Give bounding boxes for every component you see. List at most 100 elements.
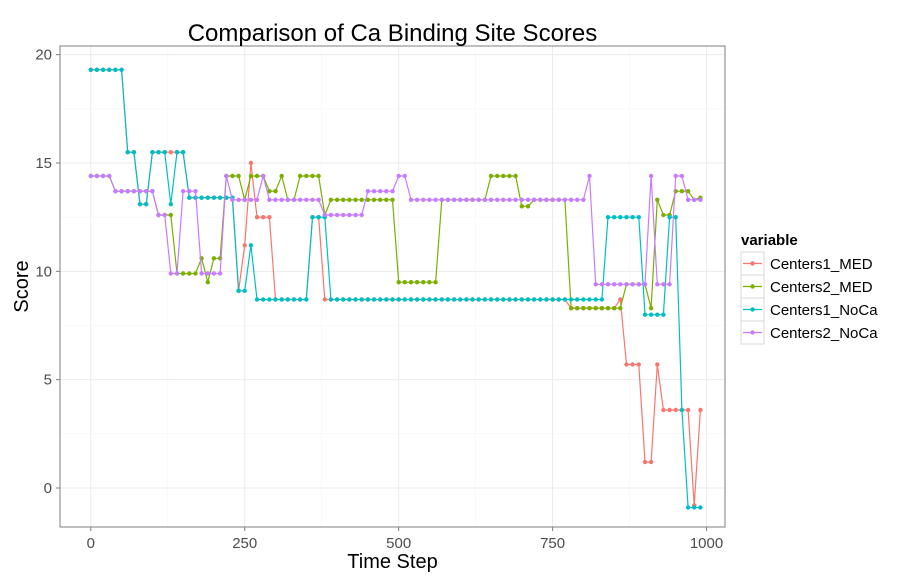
data-point bbox=[495, 197, 500, 202]
x-axis-title: Time Step bbox=[347, 551, 437, 573]
data-point bbox=[673, 407, 678, 413]
data-point bbox=[236, 288, 241, 293]
data-point bbox=[618, 306, 623, 311]
data-point bbox=[642, 282, 648, 287]
data-point bbox=[458, 197, 463, 202]
data-point bbox=[322, 212, 327, 218]
data-point bbox=[384, 197, 389, 202]
data-point bbox=[113, 189, 118, 194]
data-point bbox=[267, 197, 272, 202]
data-point bbox=[636, 362, 641, 367]
data-point bbox=[107, 173, 112, 179]
data-point bbox=[217, 195, 223, 200]
data-point bbox=[248, 197, 254, 202]
data-point bbox=[550, 197, 555, 202]
data-point bbox=[359, 297, 364, 302]
data-point bbox=[501, 197, 506, 202]
data-point bbox=[507, 173, 512, 179]
data-point bbox=[261, 215, 266, 220]
data-point bbox=[390, 197, 395, 202]
legend-item: Centers1_MED bbox=[740, 251, 873, 276]
data-point bbox=[107, 67, 112, 73]
data-point bbox=[150, 150, 155, 155]
data-point bbox=[88, 67, 94, 73]
data-point bbox=[581, 297, 586, 302]
data-point bbox=[464, 197, 469, 202]
data-point bbox=[261, 297, 266, 302]
x-tick-label: 750 bbox=[540, 535, 565, 552]
data-point bbox=[476, 297, 481, 302]
data-point bbox=[236, 197, 241, 202]
data-point bbox=[273, 297, 278, 302]
data-point bbox=[605, 215, 611, 220]
data-point bbox=[328, 297, 334, 302]
data-point bbox=[698, 505, 703, 510]
data-point bbox=[575, 297, 580, 302]
data-point bbox=[211, 256, 217, 261]
data-point bbox=[359, 212, 364, 218]
data-point bbox=[612, 306, 617, 311]
data-point bbox=[291, 297, 297, 302]
data-point bbox=[550, 297, 555, 302]
data-point bbox=[470, 297, 475, 302]
data-point bbox=[507, 297, 512, 302]
data-point bbox=[427, 280, 432, 285]
data-point bbox=[525, 197, 531, 202]
data-point bbox=[636, 282, 641, 287]
data-point bbox=[168, 212, 173, 218]
legend-title: variable bbox=[741, 232, 798, 249]
data-point bbox=[408, 297, 414, 302]
data-point bbox=[575, 306, 580, 311]
data-point bbox=[242, 243, 247, 248]
data-point bbox=[131, 150, 137, 155]
data-point bbox=[365, 197, 371, 202]
data-point bbox=[414, 280, 420, 285]
y-axis-title: Score bbox=[11, 260, 33, 312]
data-point bbox=[119, 67, 124, 73]
data-point bbox=[131, 189, 137, 194]
data-point bbox=[679, 173, 685, 179]
data-point bbox=[667, 407, 672, 413]
data-point bbox=[642, 459, 648, 465]
data-point bbox=[304, 297, 309, 302]
data-point bbox=[211, 195, 217, 200]
data-point bbox=[562, 297, 568, 302]
data-point bbox=[464, 297, 469, 302]
data-point bbox=[261, 173, 266, 179]
data-point bbox=[322, 297, 327, 302]
series-layer bbox=[88, 67, 703, 510]
data-point bbox=[451, 297, 457, 302]
data-point bbox=[359, 197, 364, 202]
data-point bbox=[642, 312, 648, 317]
data-point bbox=[365, 189, 371, 194]
data-point bbox=[685, 407, 691, 413]
data-point bbox=[230, 197, 235, 202]
panel-border bbox=[59, 45, 726, 528]
data-point bbox=[421, 297, 426, 302]
data-point bbox=[396, 280, 401, 285]
data-point bbox=[408, 280, 414, 285]
data-point bbox=[661, 282, 666, 287]
legend-label: Centers2_MED bbox=[770, 279, 873, 296]
data-point bbox=[525, 297, 531, 302]
data-point bbox=[267, 297, 272, 302]
data-point bbox=[612, 215, 617, 220]
data-point bbox=[144, 202, 149, 207]
x-tick-label: 1000 bbox=[690, 535, 723, 552]
legend-items: Centers1_MED Centers2_MED Centers1_NoCa Cen… bbox=[740, 251, 878, 345]
data-point bbox=[507, 197, 512, 202]
data-point bbox=[180, 189, 186, 194]
data-point bbox=[310, 197, 315, 202]
data-point bbox=[341, 197, 346, 202]
data-point bbox=[168, 150, 173, 155]
legend-label: Centers1_NoCa bbox=[770, 302, 878, 319]
data-point bbox=[692, 197, 697, 202]
x-tick-label: 500 bbox=[386, 535, 411, 552]
data-point bbox=[347, 197, 352, 202]
data-point bbox=[125, 189, 130, 194]
data-point bbox=[150, 189, 155, 194]
data-point bbox=[316, 197, 321, 202]
data-point bbox=[482, 197, 488, 202]
